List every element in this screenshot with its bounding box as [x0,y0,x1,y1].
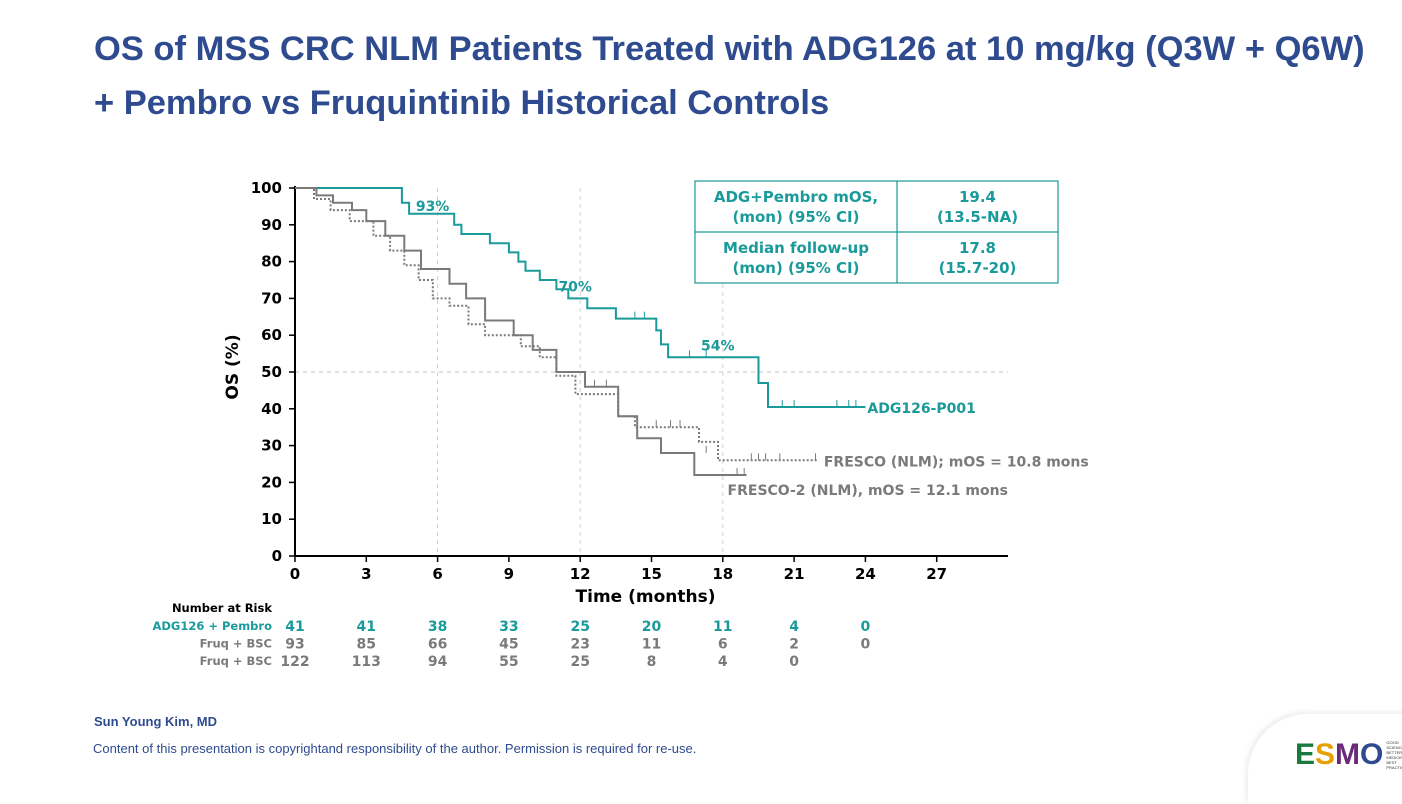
risk-value-1-1: 85 [357,637,376,653]
risk-value-0-8: 0 [861,619,871,635]
x-tick-label-12: 12 [570,565,591,583]
logo-tagline: GOOD SCIENCE BETTER MEDICINE BEST PRACTI… [1386,740,1402,770]
risk-table-header: Number at Risk [172,601,272,615]
series-label-adg126: ADG126-P001 [867,401,975,417]
risk-value-1-4: 23 [570,637,589,653]
x-tick-label-21: 21 [784,565,805,583]
risk-row-label-1: Fruq + BSC [200,637,272,651]
risk-value-0-0: 41 [285,619,304,635]
risk-value-0-3: 33 [499,619,518,635]
risk-value-2-7: 0 [789,654,799,670]
risk-value-2-5: 8 [647,654,657,670]
info-label-1-line1: Median follow-up [723,239,869,257]
risk-value-1-2: 66 [428,637,447,653]
risk-value-1-0: 93 [285,637,304,653]
risk-value-0-5: 20 [642,619,662,635]
km-curve-2 [295,187,747,476]
x-tick-label-0: 0 [290,565,300,583]
y-tick-label-20: 20 [261,473,282,491]
risk-value-2-6: 4 [718,654,728,670]
info-value-1-line2: (15.7-20) [939,259,1017,277]
x-tick-label-18: 18 [712,565,733,583]
risk-value-0-7: 4 [789,619,799,635]
y-tick-label-30: 30 [261,437,282,455]
risk-value-2-2: 94 [428,654,448,670]
logo-letter-s: S [1315,738,1336,771]
series-label-fresco2: FRESCO-2 (NLM), mOS = 12.1 mons [728,483,1008,499]
risk-value-0-4: 25 [570,619,589,635]
info-label-1-line2: (mon) (95% CI) [733,259,860,277]
risk-row-label-0: ADG126 + Pembro [152,619,272,633]
risk-value-1-5: 11 [642,637,661,653]
risk-value-1-6: 6 [718,637,728,653]
logo-letter-m: M [1335,738,1361,771]
x-tick-label-6: 6 [432,565,442,583]
risk-value-2-0: 122 [280,654,309,670]
km-curve-0 [295,187,866,408]
logo-tagline-2: BETTER MEDICINE [1386,750,1402,760]
y-tick-label-100: 100 [251,179,282,197]
y-tick-label-10: 10 [261,510,282,528]
risk-row-label-2: Fruq + BSC [200,654,272,668]
slide-title-line-1: OS of MSS CRC NLM Patients Treated with … [94,30,1365,68]
logo-letter-o: O [1360,738,1384,771]
info-value-0-line2: (13.5-NA) [937,208,1018,226]
info-label-0-line2: (mon) (95% CI) [733,208,860,226]
milestone-label-2: 54% [701,338,735,354]
milestone-label-0: 93% [416,199,450,215]
y-tick-label-40: 40 [261,400,282,418]
logo-letter-e: E [1295,738,1316,771]
risk-value-1-3: 45 [499,637,518,653]
risk-value-0-1: 41 [357,619,376,635]
x-tick-label-15: 15 [641,565,662,583]
logo-tagline-3: BEST PRACTICE [1386,760,1402,770]
y-axis-label: OS (%) [223,334,243,399]
info-label-0-line1: ADG+Pembro mOS, [714,188,878,206]
risk-value-2-1: 113 [352,654,381,670]
slide-title-line-2: + Pembro vs Fruquintinib Historical Cont… [94,84,830,122]
risk-value-2-4: 25 [570,654,589,670]
x-tick-label-3: 3 [361,565,371,583]
risk-value-0-2: 38 [428,619,447,635]
risk-value-0-6: 11 [713,619,732,635]
series-label-fresco: FRESCO (NLM); mOS = 10.8 mons [824,454,1089,470]
x-axis-label: Time (months) [576,587,716,607]
x-tick-label-9: 9 [504,565,514,583]
y-tick-label-60: 60 [261,326,282,344]
slide-title: OS of MSS CRC NLM Patients Treated with … [94,22,1374,130]
copyright-notice: Content of this presentation is copyrigh… [93,741,697,756]
y-tick-label-90: 90 [261,216,282,234]
author-name: Sun Young Kim, MD [94,714,218,729]
risk-value-1-8: 0 [861,637,871,653]
y-tick-label-70: 70 [261,289,282,307]
info-value-0-line1: 19.4 [959,188,996,206]
info-value-1-line1: 17.8 [959,239,996,257]
risk-value-2-3: 55 [499,654,518,670]
x-tick-label-27: 27 [926,565,947,583]
km-curve-1 [295,187,818,462]
milestone-label-1: 70% [558,279,592,295]
esmo-logo: E S M O GOOD SCIENCE BETTER MEDICINE BES… [1295,738,1402,771]
y-tick-label-80: 80 [261,253,282,271]
y-tick-label-0: 0 [272,547,282,565]
y-tick-label-50: 50 [261,363,282,381]
x-tick-label-24: 24 [855,565,876,583]
logo-tagline-1: GOOD SCIENCE [1386,740,1402,750]
risk-value-1-7: 2 [789,637,799,653]
